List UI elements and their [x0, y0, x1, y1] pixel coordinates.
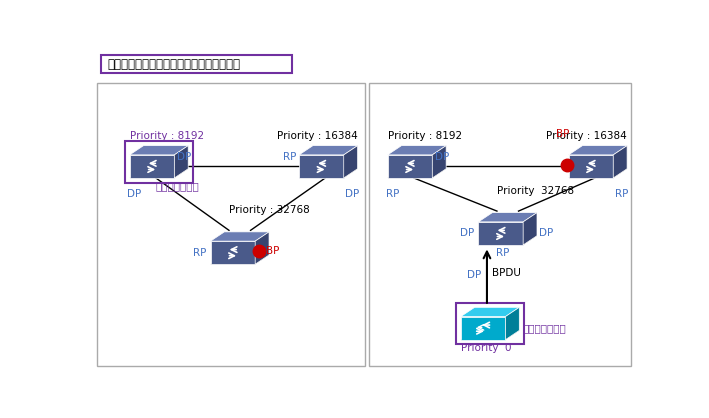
Polygon shape: [461, 331, 519, 340]
Polygon shape: [569, 169, 627, 178]
Text: BP: BP: [556, 130, 569, 140]
Polygon shape: [211, 232, 269, 241]
Text: Priority : 16384: Priority : 16384: [547, 131, 627, 141]
FancyBboxPatch shape: [369, 82, 631, 366]
Text: Priority : 16384: Priority : 16384: [277, 131, 357, 141]
Text: Priority : 32768: Priority : 32768: [229, 205, 310, 215]
Polygon shape: [255, 232, 269, 264]
Polygon shape: [211, 255, 269, 264]
Text: DP: DP: [127, 189, 141, 199]
Polygon shape: [388, 145, 446, 155]
Polygon shape: [461, 316, 506, 340]
Text: RP: RP: [615, 189, 629, 199]
Polygon shape: [211, 241, 255, 264]
Polygon shape: [388, 155, 432, 178]
Text: DP: DP: [539, 228, 553, 238]
Polygon shape: [174, 145, 188, 178]
Polygon shape: [569, 155, 613, 178]
FancyBboxPatch shape: [101, 55, 292, 73]
Text: BP: BP: [266, 246, 279, 256]
Text: DP: DP: [467, 270, 481, 280]
Polygon shape: [479, 222, 523, 245]
Polygon shape: [344, 145, 357, 178]
Text: DP: DP: [460, 228, 474, 238]
Text: RP: RP: [496, 248, 509, 258]
FancyBboxPatch shape: [96, 82, 364, 366]
Polygon shape: [299, 169, 357, 178]
Polygon shape: [461, 307, 519, 316]
Text: Priority : 8192: Priority : 8192: [388, 131, 462, 141]
Polygon shape: [523, 213, 537, 245]
Text: RP: RP: [283, 152, 296, 162]
Polygon shape: [506, 307, 519, 340]
Text: DP: DP: [435, 152, 450, 162]
Polygon shape: [432, 145, 446, 178]
Polygon shape: [299, 155, 344, 178]
Polygon shape: [479, 213, 537, 222]
Text: DP: DP: [177, 152, 191, 162]
Text: BPDU: BPDU: [491, 268, 520, 278]
Polygon shape: [613, 145, 627, 178]
Polygon shape: [569, 145, 627, 155]
Text: ルートブリッジ: ルートブリッジ: [155, 181, 199, 191]
Polygon shape: [388, 169, 446, 178]
Polygon shape: [130, 145, 188, 155]
Text: ルートブリッジ: ルートブリッジ: [523, 323, 566, 333]
Text: Priority : 8192: Priority : 8192: [130, 131, 203, 141]
Text: DP: DP: [345, 189, 359, 199]
Polygon shape: [299, 145, 357, 155]
Text: Priority  0: Priority 0: [461, 343, 511, 353]
Polygon shape: [130, 155, 174, 178]
Polygon shape: [130, 169, 188, 178]
Text: ルートガードを適用していない場合の動作: ルートガードを適用していない場合の動作: [107, 58, 240, 71]
Text: RP: RP: [194, 248, 206, 257]
Polygon shape: [479, 236, 537, 245]
Text: RP: RP: [386, 189, 399, 199]
Text: Priority  32768: Priority 32768: [497, 186, 574, 196]
